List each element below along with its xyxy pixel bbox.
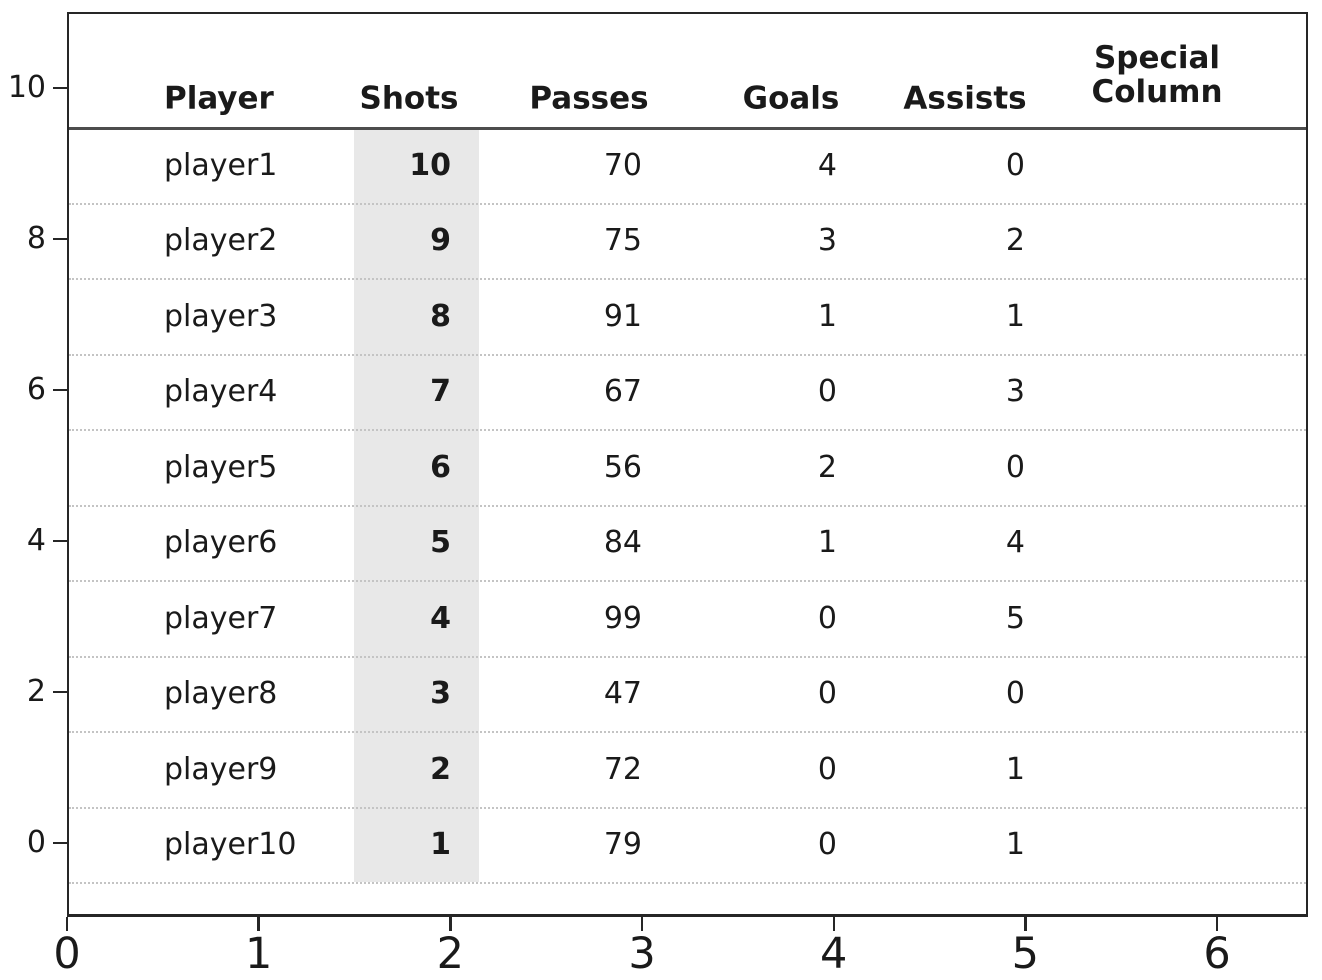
table-cell-shots: 1 bbox=[430, 827, 451, 862]
table-cell-assists: 1 bbox=[1005, 751, 1025, 787]
x-tick-mark bbox=[1215, 917, 1219, 931]
table-cell-shots: 7 bbox=[430, 374, 451, 409]
plot-area: Player Shots Passes Goals Assists Special Col… bbox=[67, 12, 1308, 917]
table-cell-passes: 84 bbox=[603, 525, 642, 560]
row-separator bbox=[69, 202, 1306, 205]
table-cell-assists: 1 bbox=[1005, 827, 1025, 862]
y-tick-label: 10 bbox=[7, 70, 46, 105]
table-cell-passes: 47 bbox=[603, 676, 642, 711]
row-separator bbox=[69, 278, 1306, 280]
row-separator bbox=[69, 731, 1306, 733]
y-tick-label: 0 bbox=[26, 825, 46, 860]
row-label: player4 bbox=[164, 374, 278, 409]
column-header-shots: Shots bbox=[359, 80, 459, 117]
table-cell-goals: 3 bbox=[817, 223, 837, 258]
table-cell-passes: 99 bbox=[603, 600, 642, 636]
y-tick-label: 2 bbox=[26, 674, 46, 709]
table-cell-shots: 9 bbox=[430, 223, 451, 258]
x-tick-mark bbox=[257, 917, 260, 931]
row-label: player3 bbox=[164, 298, 278, 334]
table-cell-assists: 5 bbox=[1005, 600, 1025, 636]
column-header-assists: Assists bbox=[903, 80, 1027, 117]
table-cell-assists: 0 bbox=[1005, 147, 1025, 183]
row-separator bbox=[69, 655, 1306, 658]
x-tick-label: 3 bbox=[628, 929, 656, 979]
table-cell-shots: 8 bbox=[430, 298, 451, 334]
y-tick-mark bbox=[53, 690, 67, 694]
y-tick-mark bbox=[53, 841, 67, 845]
table-cell-goals: 4 bbox=[817, 147, 837, 183]
table-cell-goals: 0 bbox=[817, 827, 837, 862]
table-cell-shots: 4 bbox=[430, 600, 451, 636]
x-tick-mark bbox=[832, 917, 835, 931]
table-cell-passes: 75 bbox=[603, 223, 642, 258]
x-tick-mark bbox=[449, 917, 452, 931]
row-separator bbox=[69, 504, 1306, 507]
row-label: player5 bbox=[164, 449, 278, 485]
row-label: player1 bbox=[164, 147, 278, 183]
row-label: player8 bbox=[164, 676, 278, 711]
row-separator bbox=[69, 882, 1306, 884]
table-cell-goals: 0 bbox=[817, 751, 837, 787]
column-header-special: Special Column bbox=[1091, 40, 1223, 110]
table-cell-passes: 72 bbox=[603, 751, 642, 787]
y-tick-mark bbox=[53, 237, 67, 241]
table-cell-passes: 56 bbox=[603, 449, 642, 485]
table-cell-shots: 10 bbox=[409, 147, 451, 183]
table-cell-goals: 1 bbox=[817, 525, 837, 560]
y-tick-label: 4 bbox=[26, 523, 46, 558]
table-cell-passes: 91 bbox=[603, 298, 642, 334]
row-separator bbox=[69, 429, 1306, 431]
row-label: player9 bbox=[164, 751, 278, 787]
column-header-player: Player bbox=[164, 80, 274, 117]
column-header-passes: Passes bbox=[529, 80, 649, 117]
x-tick-label: 4 bbox=[820, 929, 848, 979]
x-tick-mark bbox=[65, 917, 69, 931]
row-label: player6 bbox=[164, 525, 278, 560]
x-tick-label: 0 bbox=[53, 929, 81, 979]
x-tick-mark bbox=[640, 917, 644, 931]
table-cell-goals: 0 bbox=[817, 374, 837, 409]
table-cell-goals: 0 bbox=[817, 676, 837, 711]
y-tick-mark bbox=[53, 539, 67, 543]
table-cell-shots: 2 bbox=[430, 751, 451, 787]
table-cell-passes: 67 bbox=[603, 374, 642, 409]
table-cell-assists: 3 bbox=[1005, 374, 1025, 409]
table-cell-assists: 0 bbox=[1005, 449, 1025, 485]
x-tick-label: 6 bbox=[1203, 929, 1231, 979]
row-separator bbox=[69, 353, 1306, 356]
column-header-goals: Goals bbox=[742, 80, 840, 117]
x-tick-label: 1 bbox=[245, 929, 273, 979]
x-tick-label: 2 bbox=[436, 929, 464, 979]
y-tick-label: 8 bbox=[26, 221, 46, 256]
x-tick-mark bbox=[1024, 917, 1027, 931]
table-cell-shots: 6 bbox=[430, 449, 451, 485]
row-label: player2 bbox=[164, 223, 278, 258]
table-cell-assists: 2 bbox=[1005, 223, 1025, 258]
row-label: player10 bbox=[164, 827, 297, 862]
y-tick-mark bbox=[53, 86, 67, 90]
y-tick-mark bbox=[53, 388, 67, 392]
row-label: player7 bbox=[164, 600, 278, 636]
table-cell-goals: 1 bbox=[817, 298, 837, 334]
table-cell-passes: 79 bbox=[603, 827, 642, 862]
table-cell-goals: 2 bbox=[817, 449, 837, 485]
row-separator bbox=[69, 580, 1306, 582]
row-separator bbox=[69, 806, 1306, 809]
header-separator bbox=[69, 127, 1306, 130]
table-cell-shots: 5 bbox=[430, 525, 451, 560]
table-cell-assists: 4 bbox=[1005, 525, 1025, 560]
table-cell-shots: 3 bbox=[430, 676, 451, 711]
table-cell-goals: 0 bbox=[817, 600, 837, 636]
x-tick-label: 5 bbox=[1011, 929, 1039, 979]
table-cell-passes: 70 bbox=[603, 147, 642, 183]
y-tick-label: 6 bbox=[26, 372, 46, 407]
table-cell-assists: 1 bbox=[1005, 298, 1025, 334]
table-cell-assists: 0 bbox=[1005, 676, 1025, 711]
